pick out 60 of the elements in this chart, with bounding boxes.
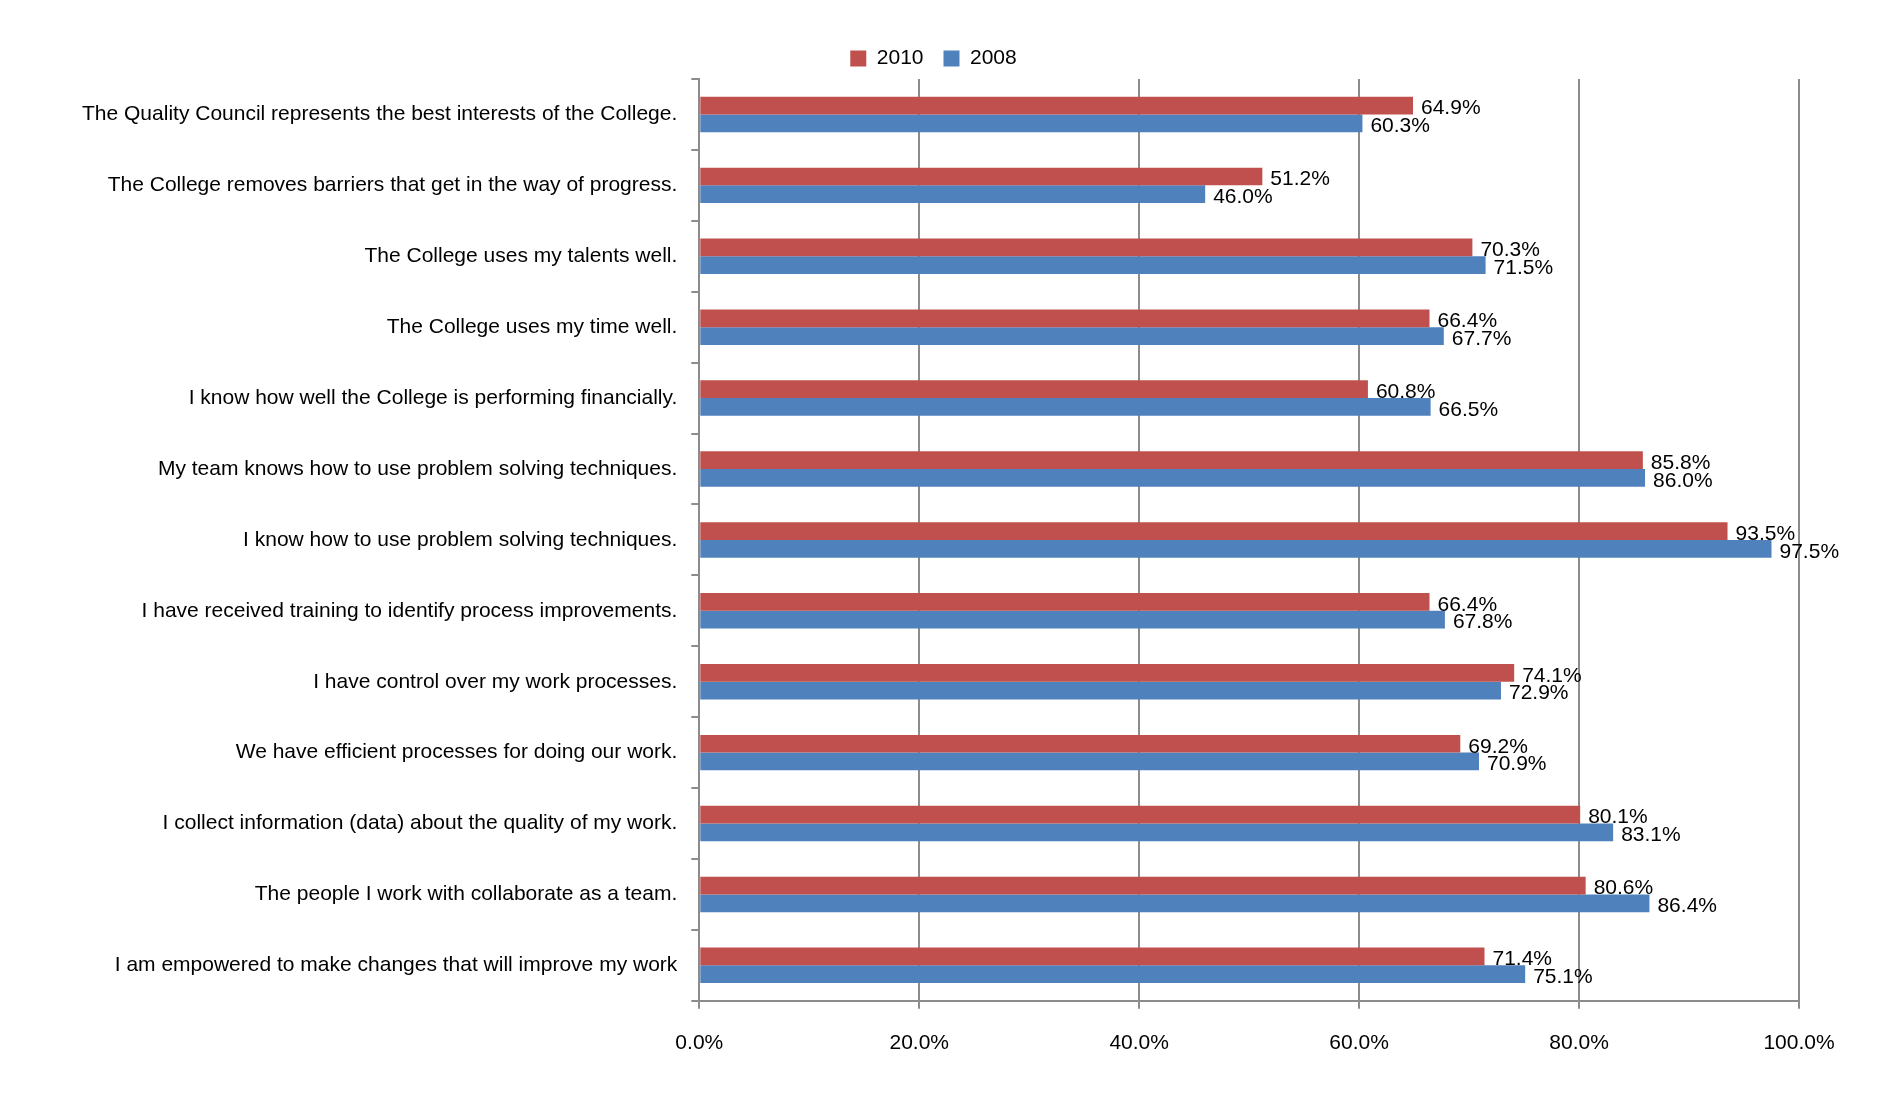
bar — [700, 805, 1581, 824]
y-tick-label: I collect information (data) about the quality of my work. — [162, 810, 678, 834]
bar — [700, 823, 1614, 842]
bar — [700, 681, 1501, 700]
x-tick-label: 100.0% — [1763, 1030, 1835, 1054]
data-label: 85.8% — [1650, 449, 1711, 473]
bar — [700, 398, 1431, 416]
bar — [700, 752, 1479, 771]
y-tick-label: I have control over my work processes. — [313, 668, 678, 692]
y-tick-label: We have efficient processes for doing our work. — [235, 739, 678, 763]
y-tick-label: The College uses my talents well. — [364, 243, 678, 267]
x-tick-label: 60.0% — [1329, 1030, 1389, 1054]
data-label: 46.0% — [1213, 184, 1273, 208]
y-tick-label: My team knows how to use problem solving techniques. — [157, 455, 678, 479]
bar — [700, 451, 1643, 469]
x-tick-label: 20.0% — [889, 1030, 950, 1054]
x-tick-label: 0.0% — [675, 1030, 724, 1054]
bar — [700, 539, 1772, 558]
y-tick-label: I have received training to identify process improvements. — [141, 597, 678, 621]
data-label: 66.4% — [1437, 308, 1498, 332]
y-tick-label: I know how to use problem solving techniques. — [243, 526, 678, 550]
bar — [700, 734, 1461, 753]
bar — [700, 238, 1473, 257]
x-tick-label: 40.0% — [1109, 1030, 1169, 1054]
bar — [700, 256, 1486, 274]
y-tick-label: The College removes barriers that get in the way of progress. — [107, 172, 678, 196]
x-tick-label: 80.0% — [1549, 1030, 1609, 1054]
data-label: 80.6% — [1593, 875, 1654, 899]
bar — [700, 327, 1444, 345]
data-label: 51.2% — [1270, 166, 1330, 190]
bar — [700, 114, 1363, 133]
y-tick-label: I know how well the College is performing financially. — [188, 384, 678, 408]
data-label: 60.8% — [1375, 379, 1436, 403]
y-tick-label: I am empowered to make changes that will improve my work — [114, 952, 678, 976]
bar — [700, 593, 1430, 611]
bar — [700, 309, 1430, 328]
bar — [700, 663, 1515, 682]
legend-label: 2010 — [876, 45, 924, 69]
bar — [700, 96, 1414, 115]
data-label: 70.3% — [1480, 237, 1540, 261]
bar — [700, 894, 1650, 913]
data-label: 74.1% — [1522, 662, 1582, 686]
bar — [700, 965, 1526, 984]
bar — [700, 947, 1485, 966]
bar — [700, 380, 1368, 399]
legend-label: 2008 — [970, 45, 1017, 69]
y-tick-label: The College uses my time well. — [386, 313, 678, 337]
bar — [700, 167, 1263, 186]
bar — [700, 522, 1728, 540]
bar — [700, 185, 1206, 204]
data-label: 86.4% — [1657, 893, 1717, 917]
y-tick-label: The Quality Council represents the best interests of the College. — [82, 101, 678, 125]
data-label: 69.2% — [1468, 733, 1528, 757]
data-label: 66.4% — [1437, 591, 1498, 615]
data-label: 93.5% — [1735, 520, 1796, 544]
bar — [700, 468, 1646, 487]
data-label: 66.5% — [1438, 396, 1499, 420]
y-tick-label: The people I work with collaborate as a team. — [254, 881, 678, 905]
bar — [700, 876, 1586, 895]
bar — [700, 610, 1445, 629]
